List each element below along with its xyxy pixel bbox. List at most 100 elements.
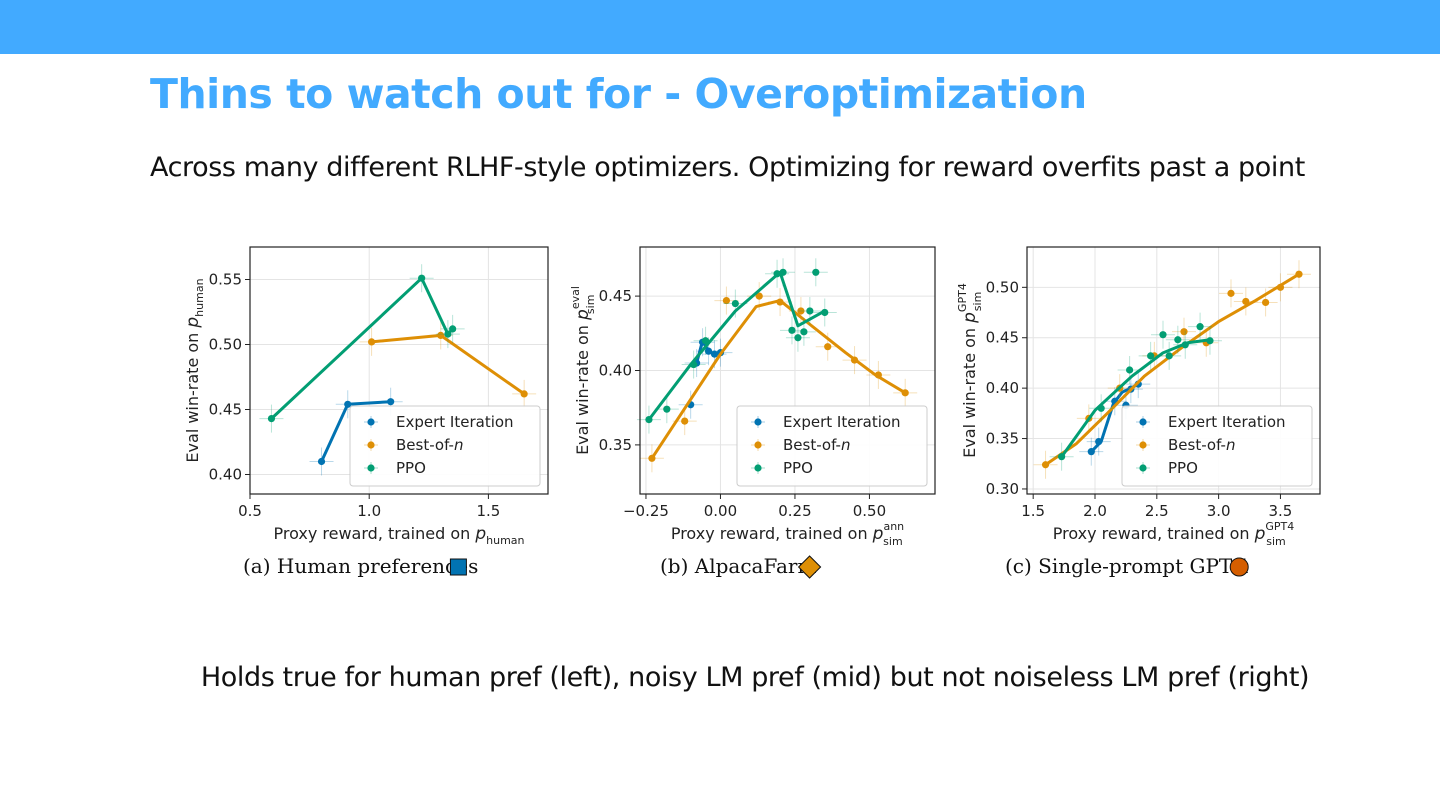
chart-alpacafarm: −0.25 0.00 0.25 0.50 0.35 0.40 0.45 Proxy rewar…: [569, 246, 936, 579]
ylabel-sub: human: [193, 278, 206, 316]
y-tick-label: 0.40: [599, 362, 632, 380]
data-point: [1180, 328, 1188, 336]
data-point: [901, 389, 909, 397]
data-point: [367, 338, 376, 346]
data-point: [1206, 337, 1214, 345]
legend-entry-text: PPO: [396, 459, 426, 477]
ylabel-sup: GPT4: [956, 283, 969, 312]
xlabel-sup: GPT4: [1265, 520, 1294, 533]
ylabel-math: p: [573, 309, 593, 321]
legend-marker: [367, 441, 375, 449]
legend-box: [1121, 405, 1313, 487]
legend: Expert Iteration Best-of-n PPO: [1121, 405, 1313, 487]
xlabel-math: p: [872, 524, 884, 544]
series-line: [1044, 272, 1301, 467]
x-tick-label: 1.5: [1021, 502, 1045, 520]
data-point: [806, 307, 814, 315]
chart-caption: (c) Single-prompt GPT-4: [1005, 554, 1249, 578]
xlabel-sup: ann: [883, 520, 904, 533]
ylabel-text: Eval win-rate on: [573, 320, 592, 455]
data-point: [800, 328, 808, 336]
x-tick-label: 3.5: [1269, 502, 1293, 520]
data-point: [874, 371, 882, 379]
y-tick-label: 0.45: [599, 287, 632, 305]
data-point: [267, 415, 276, 423]
legend-marker: [367, 464, 375, 472]
x-tick-label: 0.50: [853, 502, 886, 520]
data-point: [1165, 352, 1173, 360]
y-tick-label: 0.30: [986, 480, 1019, 498]
xlabel-math: p: [1254, 524, 1266, 544]
data-point: [1181, 341, 1189, 349]
data-point: [1262, 298, 1270, 307]
xlabel-text: Proxy reward, trained on: [273, 524, 475, 543]
y-tick-label: 0.45: [986, 329, 1019, 347]
y-tick-label: 0.35: [599, 436, 632, 454]
legend-box: [736, 405, 928, 487]
data-point: [773, 270, 781, 278]
legend-marker: [1139, 441, 1147, 449]
data-point: [690, 360, 698, 369]
data-point: [645, 416, 653, 424]
legend-marker: [754, 464, 762, 472]
legend-box: [349, 405, 541, 487]
legend-entry-text: PPO: [1168, 459, 1198, 477]
legend-entry: Expert Iteration: [783, 413, 901, 431]
data-point: [779, 268, 787, 276]
x-tick-label: −0.25: [623, 502, 669, 520]
legend-entry: PPO: [1168, 459, 1198, 477]
legend-marker: [754, 418, 762, 426]
xlabel-sub: sim: [1266, 535, 1286, 548]
y-tick-label: 0.50: [209, 336, 242, 354]
data-point: [755, 292, 763, 300]
legend-entry-italic: n: [454, 436, 464, 454]
data-point: [1227, 289, 1235, 297]
data-point: [648, 454, 656, 462]
ylabel-sup: eval: [569, 286, 582, 309]
xlabel-text: Proxy reward, trained on: [1053, 524, 1255, 543]
y-tick-label: 0.40: [209, 466, 242, 484]
legend-entry-text: Best-of-: [783, 436, 841, 454]
square-marker-icon: [449, 558, 467, 576]
data-point: [1242, 297, 1250, 306]
data-point: [1041, 461, 1050, 469]
data-point: [1196, 323, 1204, 331]
x-axis-label: Proxy reward, trained on pGPT4 sim: [1053, 520, 1295, 548]
legend-entry: PPO: [783, 459, 813, 477]
y-tick-label: 0.40: [986, 379, 1019, 397]
data-point: [812, 268, 820, 276]
series-line: [647, 270, 827, 422]
circle-marker-icon: [1229, 557, 1249, 577]
ylabel-sub: sim: [971, 292, 984, 312]
legend-entry: Best-of-n: [783, 436, 850, 454]
chart-human-preferences: 0.5 1.0 1.5 0.40 0.45 0.50 0.55 Proxy reward, t…: [183, 246, 549, 578]
slide-footer: Holds true for human pref (left), noisy …: [200, 662, 1310, 693]
xlabel-sub: sim: [883, 535, 903, 548]
legend: Expert Iteration Best-of-n PPO: [349, 405, 541, 487]
data-point: [317, 457, 326, 466]
data-point: [449, 325, 457, 333]
x-tick-label: 3.0: [1207, 502, 1231, 520]
plot-frame: [249, 246, 549, 495]
legend-marker: [1139, 464, 1147, 472]
legend-entry-text: Expert Iteration: [783, 413, 901, 431]
data-point: [520, 390, 528, 398]
ylabel-sub: sim: [584, 295, 597, 315]
ylabel-text: Eval win-rate on: [183, 328, 202, 463]
data-point: [731, 299, 739, 308]
data-point: [1126, 366, 1134, 374]
data-point: [1095, 437, 1103, 446]
xlabel-text: Proxy reward, trained on: [671, 524, 873, 543]
data-point: [722, 296, 731, 305]
header-banner: [0, 0, 1440, 54]
data-point: [701, 337, 710, 345]
data-point: [663, 405, 671, 413]
data-point: [444, 330, 452, 338]
legend-entry: Best-of-n: [396, 436, 463, 454]
series-line: [1060, 338, 1212, 459]
data-point: [788, 326, 796, 334]
data-point: [1087, 448, 1095, 456]
data-point: [776, 298, 784, 306]
ylabel-math: p: [960, 312, 980, 324]
data-point: [794, 334, 802, 342]
